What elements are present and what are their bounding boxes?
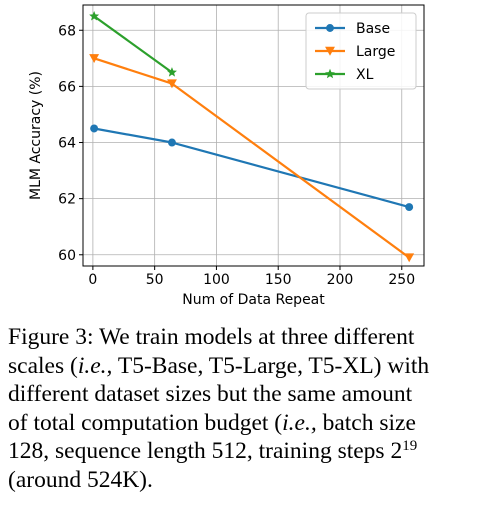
data-point (89, 54, 100, 64)
legend-marker (325, 46, 335, 56)
y-tick-label: 64 (58, 136, 76, 152)
data-point (167, 138, 176, 147)
caption-line: 128, sequence length 512, training steps… (8, 437, 476, 466)
x-tick-label: 0 (88, 272, 97, 288)
series-xl (89, 11, 177, 77)
caption-text: of total computation budget ( (8, 409, 283, 436)
legend-label: Base (356, 21, 390, 37)
caption-text: 128, sequence length 512, training steps… (8, 438, 403, 464)
caption-line: Figure 3: We train models at three diffe… (8, 323, 476, 352)
legend-marker (326, 24, 334, 32)
series-large (89, 54, 415, 263)
mlm-accuracy-chart: 0 50 100 150 200 250 60 62 64 66 68 Num of Data Rep… (28, 4, 425, 308)
caption-line: of total computation budget (i.e., batch… (8, 409, 476, 438)
caption-text: (around 524K). (8, 466, 153, 493)
caption-text: different dataset sizes but the same amo… (8, 381, 413, 407)
y-tick-label: 62 (58, 192, 76, 208)
plot-frame (82, 4, 425, 267)
series-line (93, 15, 173, 74)
caption-line: different dataset sizes but the same amo… (8, 380, 476, 409)
data-point (404, 253, 415, 263)
legend-label: XL (356, 67, 374, 83)
x-tick-label: 100 (203, 272, 230, 288)
y-tick-label: 60 (58, 248, 76, 264)
series-base (90, 124, 414, 212)
data-point (89, 11, 100, 21)
figure-caption: Figure 3: We train models at three diffe… (8, 323, 476, 494)
caption-line: scales (i.e., T5-Base, T5-Large, T5-XL) … (8, 352, 476, 381)
x-tick-label: 50 (146, 272, 164, 288)
y-tick-label: 68 (58, 23, 76, 39)
legend-label: Large (356, 44, 395, 60)
caption-text: Figure 3: We train models at three diffe… (8, 324, 415, 350)
data-point (90, 124, 99, 133)
caption-text: i.e., (282, 409, 317, 436)
y-axis-label: MLM Accuracy (%) (28, 71, 44, 200)
legend-box (305, 12, 417, 90)
caption-line: (around 524K). (8, 466, 476, 495)
x-tick-label: 200 (327, 272, 354, 288)
caption-superscript: 19 (402, 438, 418, 454)
x-tick-label: 150 (265, 272, 292, 288)
caption-text: batch size (316, 409, 416, 436)
y-tick-label: 66 (58, 79, 76, 95)
legend-marker (325, 68, 335, 79)
caption-text: i.e., (77, 352, 113, 379)
data-point (166, 67, 177, 77)
data-point (167, 79, 177, 89)
caption-text: scales ( (8, 352, 78, 379)
data-point (405, 203, 414, 212)
caption-text: T5-Base, T5-Large, T5-XL) with (112, 352, 430, 379)
x-tick-label: 250 (388, 272, 415, 288)
legend: Base Large XL (305, 12, 417, 90)
x-axis-label: Num of Data Repeat (182, 292, 325, 308)
series-line (93, 127, 410, 209)
